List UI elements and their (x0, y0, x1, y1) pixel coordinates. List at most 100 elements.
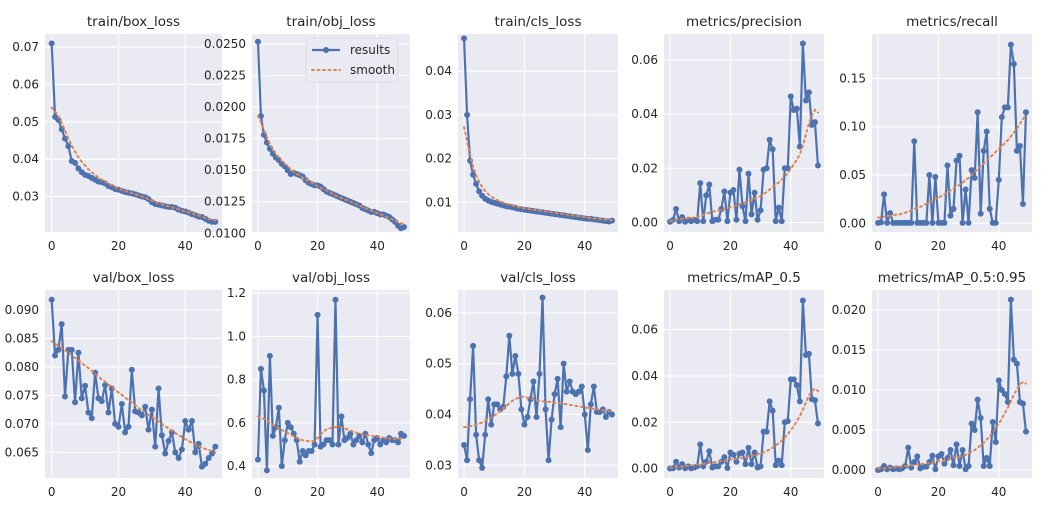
y-tick-label: 0.05 (425, 357, 452, 371)
x-tick-label: 40 (178, 485, 193, 499)
data-point-results (941, 460, 948, 467)
y-tick-label: 0.6 (227, 416, 246, 430)
data-point-results (700, 218, 707, 225)
y-tick-label: 0.00 (631, 462, 658, 476)
data-point-results (769, 407, 776, 414)
x-tick-label: 0 (874, 239, 882, 253)
data-point-results (266, 352, 273, 359)
x-tick-label: 0 (460, 485, 468, 499)
data-point-results (284, 419, 291, 426)
data-point-results (335, 441, 342, 448)
data-point-results (733, 216, 740, 223)
data-point-results (98, 398, 105, 405)
data-point-results (763, 165, 770, 172)
data-point-results (932, 173, 939, 180)
data-point-results (1022, 428, 1029, 435)
x-tick-label: 40 (991, 485, 1006, 499)
data-point-results (1013, 360, 1020, 367)
data-point-results (401, 223, 408, 230)
plot-series (461, 294, 615, 471)
legend-marker-results (323, 47, 329, 53)
data-point-results (590, 383, 597, 390)
y-tick-label: 0.015 (832, 343, 866, 357)
data-point-results (138, 412, 145, 419)
data-point-results (165, 437, 172, 444)
data-point-results (1022, 109, 1029, 116)
data-point-results (461, 441, 468, 448)
data-point-results (473, 431, 480, 438)
data-point-results (763, 428, 770, 435)
data-point-results (697, 180, 704, 187)
data-point-results (473, 180, 480, 187)
data-point-results (158, 432, 165, 439)
data-point-results (383, 439, 390, 446)
y-tick-label: 0.04 (631, 107, 658, 121)
data-point-results (296, 458, 303, 465)
data-point-results (254, 456, 261, 463)
data-point-results (554, 375, 561, 382)
data-point-results (971, 174, 978, 181)
y-tick-label: 0.0250 (204, 37, 246, 51)
y-tick-label: 0.03 (12, 190, 39, 204)
data-point-results (48, 40, 55, 47)
data-point-results (971, 427, 978, 433)
data-point-results (185, 426, 192, 433)
data-point-results (75, 349, 82, 356)
x-tick-label: 0 (48, 239, 56, 253)
data-point-results (956, 463, 963, 469)
data-point-results (302, 452, 309, 459)
chart-panel-metrics-precision: 0.00 0.02 0.04 0.06 0 20 40 metrics/precision (631, 14, 824, 253)
data-point-results (88, 415, 95, 422)
data-point-results (745, 444, 752, 451)
data-point-results (542, 406, 549, 413)
data-point-results (287, 424, 294, 431)
data-point-results (905, 444, 912, 451)
data-point-results (548, 416, 555, 423)
data-point-results (188, 418, 195, 425)
data-point-results (479, 464, 486, 471)
data-point-results (488, 421, 495, 428)
y-tick-label: 0.080 (5, 360, 39, 374)
data-point-results (58, 321, 65, 328)
plot-series (48, 40, 219, 225)
data-point-results (914, 453, 921, 460)
data-point-results (202, 460, 209, 467)
data-point-results (742, 461, 749, 468)
data-point-results (275, 404, 282, 411)
y-tick-label: 0.02 (631, 161, 658, 175)
x-tick-label: 40 (991, 239, 1006, 253)
chart-panel-train-obj-loss: 0.0100 0.0125 0.0150 0.0175 0.0200 0.0225 0.02… (204, 14, 410, 253)
data-point-results (989, 419, 996, 425)
data-point-results (102, 382, 109, 389)
data-point-results (506, 332, 513, 339)
data-point-results (730, 451, 737, 458)
chart-title: metrics/mAP_0.5:0.95 (878, 270, 1026, 286)
data-point-results (52, 352, 59, 359)
y-tick-label: 0.02 (631, 415, 658, 429)
data-point-results (125, 423, 132, 430)
data-point-results (464, 111, 471, 118)
data-point-results (329, 441, 336, 448)
y-tick-label: 0.075 (5, 388, 39, 402)
data-point-results (697, 441, 704, 448)
data-point-results (1019, 200, 1026, 207)
data-point-results (476, 457, 483, 464)
data-point-results (962, 186, 969, 193)
x-tick-label: 20 (310, 239, 325, 253)
data-point-results (557, 424, 564, 431)
data-point-results (775, 204, 782, 211)
data-point-results (175, 455, 182, 462)
data-point-results (145, 426, 152, 433)
data-point-results (739, 449, 746, 456)
x-tick-label: 40 (783, 485, 798, 499)
chart-title: val/obj_loss (292, 270, 370, 286)
data-point-results (694, 218, 701, 225)
data-point-results (929, 452, 936, 459)
data-point-results (72, 399, 79, 406)
data-point-results (796, 398, 803, 405)
x-tick-label: 20 (517, 485, 532, 499)
data-point-results (980, 147, 987, 154)
data-point-results (700, 463, 707, 470)
data-point-results (485, 396, 492, 403)
chart-title: metrics/recall (906, 14, 998, 30)
